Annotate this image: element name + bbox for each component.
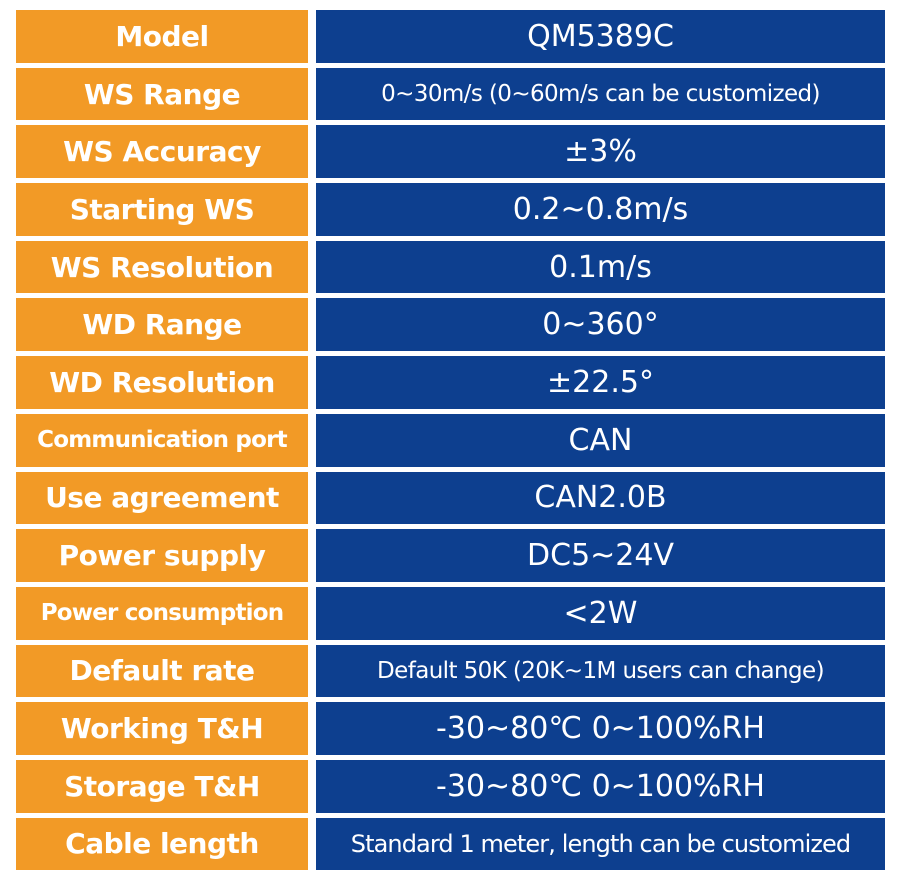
spec-row-wd-resolution: WD Resolution ±22.5° — [16, 356, 885, 409]
spec-label: Use agreement — [16, 471, 308, 525]
spec-value: -30~80℃ 0~100%RH — [316, 759, 885, 813]
spec-row-power-consumption: Power consumption <2W — [16, 586, 885, 640]
spec-label: Power consumption — [16, 586, 308, 640]
spec-value: 0~360° — [316, 298, 885, 352]
spec-row-power-supply: Power supply DC5~24V — [16, 529, 885, 582]
spec-value: QM5389C — [316, 10, 885, 63]
spec-label: WS Accuracy — [16, 125, 308, 179]
spec-value: CAN2.0B — [316, 471, 885, 525]
spec-row-default-rate: Default rate Default 50K (20K~1M users c… — [16, 644, 885, 698]
spec-value: 0.1m/s — [316, 240, 885, 294]
spec-label: WD Resolution — [16, 356, 308, 409]
spec-value: ±22.5° — [316, 356, 885, 409]
spec-label: Working T&H — [16, 702, 308, 755]
spec-label: WD Range — [16, 298, 308, 352]
spec-label: WS Range — [16, 67, 308, 121]
spec-row-starting-ws: Starting WS 0.2~0.8m/s — [16, 183, 885, 236]
spec-row-wd-range: WD Range 0~360° — [16, 298, 885, 352]
spec-row-ws-range: WS Range 0~30m/s (0~60m/s can be customi… — [16, 67, 885, 121]
spec-row-ws-accuracy: WS Accuracy ±3% — [16, 125, 885, 179]
spec-label: Storage T&H — [16, 759, 308, 813]
spec-row-storage-th: Storage T&H -30~80℃ 0~100%RH — [16, 759, 885, 813]
spec-value: Default 50K (20K~1M users can change) — [316, 644, 885, 698]
spec-row-communication-port: Communication port CAN — [16, 413, 885, 467]
spec-table: Model QM5389C WS Range 0~30m/s (0~60m/s … — [16, 10, 885, 871]
spec-row-cable-length: Cable length Standard 1 meter, length ca… — [16, 817, 885, 871]
spec-value: ±3% — [316, 125, 885, 179]
spec-row-model: Model QM5389C — [16, 10, 885, 63]
spec-row-working-th: Working T&H -30~80℃ 0~100%RH — [16, 702, 885, 755]
spec-value: Standard 1 meter, length can be customiz… — [316, 817, 885, 871]
spec-value: DC5~24V — [316, 529, 885, 582]
spec-value: <2W — [316, 586, 885, 640]
spec-label: Starting WS — [16, 183, 308, 236]
spec-row-use-agreement: Use agreement CAN2.0B — [16, 471, 885, 525]
spec-label: Power supply — [16, 529, 308, 582]
spec-label: Default rate — [16, 644, 308, 698]
spec-row-ws-resolution: WS Resolution 0.1m/s — [16, 240, 885, 294]
spec-label: WS Resolution — [16, 240, 308, 294]
spec-label: Model — [16, 10, 308, 63]
spec-value: CAN — [316, 413, 885, 467]
spec-label: Communication port — [16, 413, 308, 467]
spec-value: 0.2~0.8m/s — [316, 183, 885, 236]
spec-label: Cable length — [16, 817, 308, 871]
spec-value: 0~30m/s (0~60m/s can be customized) — [316, 67, 885, 121]
spec-value: -30~80℃ 0~100%RH — [316, 702, 885, 755]
